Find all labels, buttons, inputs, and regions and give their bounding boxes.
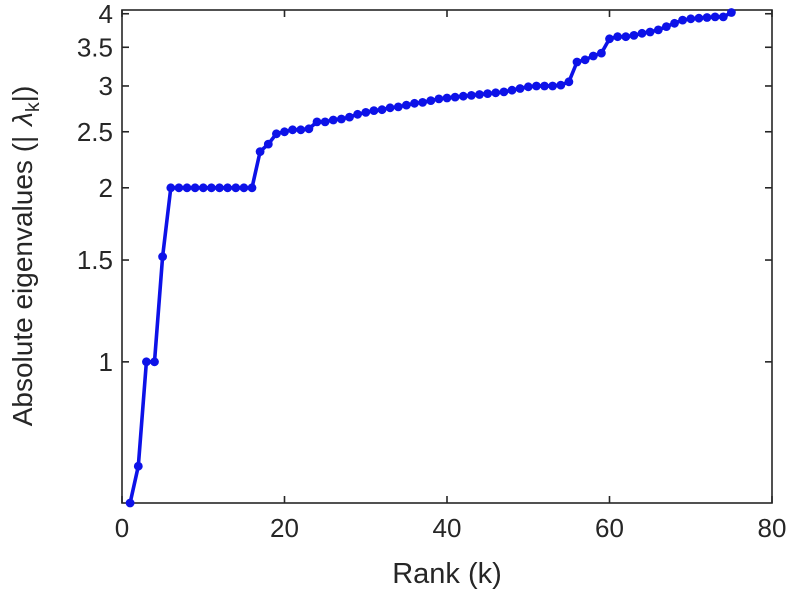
axis-box <box>121 9 773 504</box>
y-tick-label: 2.5 <box>77 117 113 147</box>
y-axis-label-text: Absolute eigenvalues (| <box>7 135 39 427</box>
y-tick-label: 3 <box>99 71 113 101</box>
y-axis-label-suffix: |) <box>7 85 39 103</box>
y-tick-label: 1.5 <box>77 245 113 275</box>
y-tick-label: 3.5 <box>77 32 113 62</box>
eigenvalue-line <box>128 10 734 505</box>
lambda-symbol: λ <box>7 112 39 126</box>
y-tick-label: 2 <box>99 173 113 203</box>
x-tick-label: 40 <box>433 513 462 543</box>
y-tick-label: 1 <box>99 347 113 377</box>
x-tick-label: 0 <box>115 513 129 543</box>
x-tick-label: 20 <box>270 513 299 543</box>
x-tick-label: 80 <box>758 513 787 543</box>
x-axis-ticks: 0 20 40 60 80 <box>115 10 787 543</box>
y-tick-label: 4 <box>99 0 113 29</box>
y-axis-label: Absolute eigenvalues (| λk|) <box>7 86 45 427</box>
y-axis-ticks: 1 1.5 2 2.5 3 3.5 4 <box>77 0 772 377</box>
eigenvalue-markers <box>125 8 736 508</box>
x-axis-label: Rank (k) <box>392 558 502 591</box>
x-axis-label-text: Rank (k) <box>392 558 502 590</box>
lambda-subscript: k <box>21 102 44 113</box>
x-tick-label: 60 <box>595 513 624 543</box>
